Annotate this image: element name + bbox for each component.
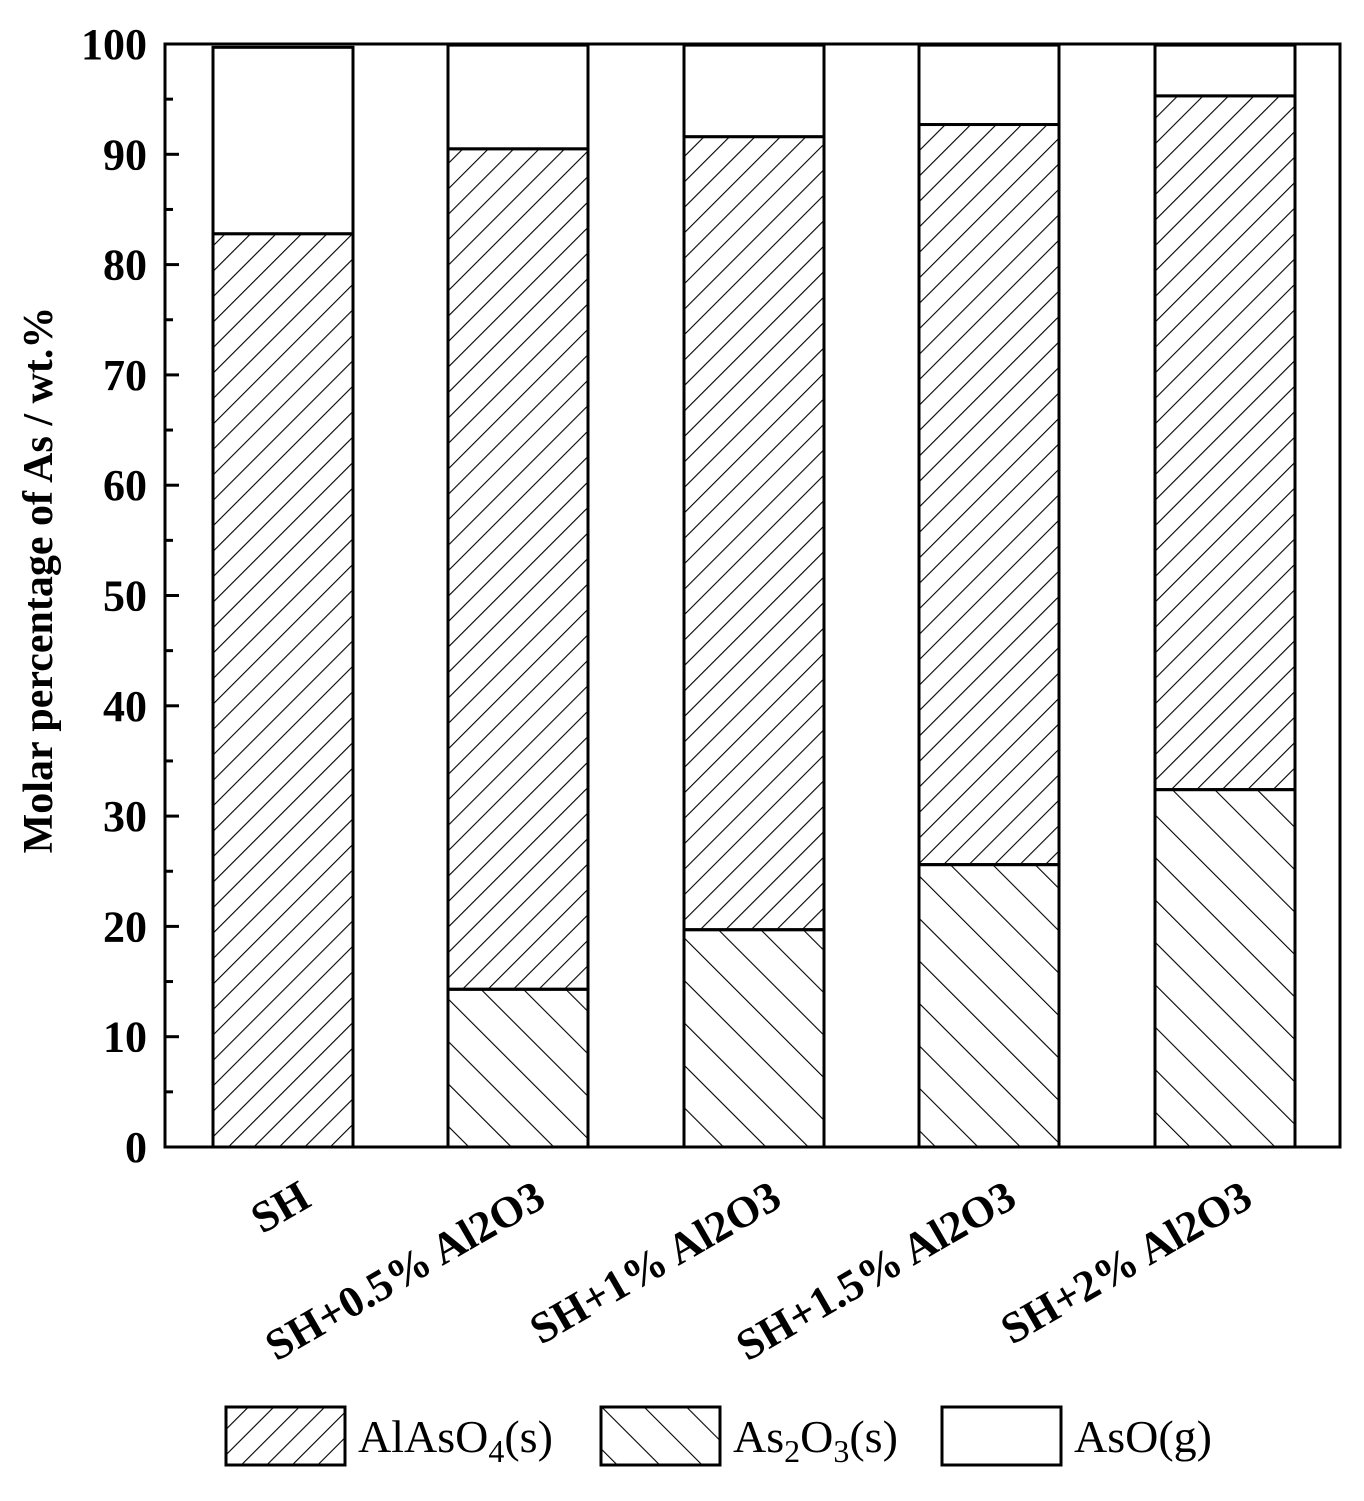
bar-segment-alaso4s bbox=[682, 135, 826, 932]
bar-segment-alaso4s bbox=[917, 123, 1061, 867]
bar-segment-alaso4s bbox=[1153, 94, 1297, 792]
y-tick-label: 100 bbox=[81, 20, 147, 69]
y-tick-label: 30 bbox=[103, 792, 147, 841]
y-tick-label: 10 bbox=[103, 1013, 147, 1062]
bar-segment-as2o3s bbox=[446, 987, 590, 1149]
bar-segment-as2o3s bbox=[1153, 788, 1297, 1149]
bars-layer bbox=[211, 43, 1297, 1149]
bar-segment-asog bbox=[1153, 43, 1297, 98]
bar-segment-alaso4s bbox=[446, 147, 590, 991]
x-tick-label: SH bbox=[243, 1171, 318, 1243]
bar-segment-asog bbox=[211, 45, 355, 236]
legend-swatch bbox=[599, 1405, 722, 1467]
y-tick-label: 20 bbox=[103, 902, 147, 951]
y-tick-label: 80 bbox=[103, 241, 147, 290]
bar-segment-asog bbox=[446, 43, 590, 151]
legend-swatch bbox=[940, 1405, 1063, 1467]
y-axis-title: Molar percentage of As / wt.% bbox=[16, 307, 62, 854]
legend-swatch bbox=[224, 1405, 347, 1467]
y-tick-label: 40 bbox=[103, 682, 147, 731]
bar-segment-as2o3s bbox=[682, 928, 826, 1149]
bar-segment-alaso4s bbox=[211, 232, 355, 1149]
legend: AlAsO4(s) As2O3(s) AsO(g) bbox=[224, 1405, 1212, 1469]
bar-segment-asog bbox=[682, 43, 826, 139]
legend-label: AlAsO4(s) bbox=[358, 1411, 553, 1469]
y-tick-label: 50 bbox=[103, 572, 147, 621]
y-axis: 0 10 20 30 40 50 60 70 80 90 100 bbox=[81, 20, 179, 1172]
y-tick-label: 70 bbox=[103, 351, 147, 400]
bar-segment-asog bbox=[917, 43, 1061, 127]
bar-segment-as2o3s bbox=[917, 863, 1061, 1149]
legend-label: AsO(g) bbox=[1074, 1411, 1212, 1462]
y-tick-label: 60 bbox=[103, 461, 147, 510]
y-tick-label: 0 bbox=[125, 1123, 147, 1172]
y-tick-label: 90 bbox=[103, 130, 147, 179]
x-tick-label: SH+2% Al2O3 bbox=[993, 1171, 1260, 1354]
legend-label: As2O3(s) bbox=[733, 1411, 898, 1469]
